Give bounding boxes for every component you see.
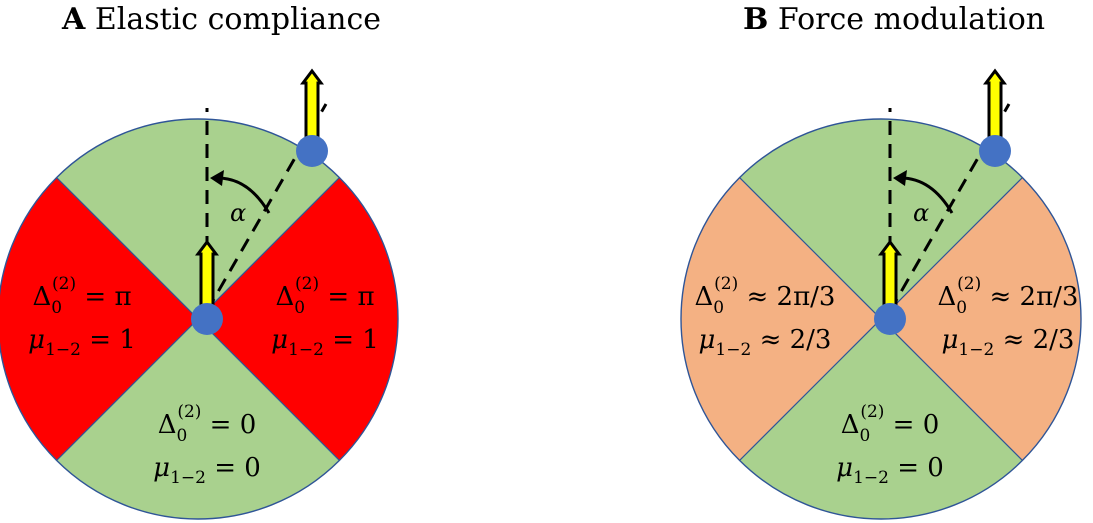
- bottom-label-a-mu-rel: = 0: [206, 453, 261, 483]
- panel-b-title: B Force modulation: [743, 2, 1045, 37]
- right-label-b-mu: μ1−2 ≈ 2/3: [942, 325, 1075, 360]
- panel-a-title: A Elastic compliance: [62, 2, 381, 37]
- panel-a-letter: A: [62, 2, 86, 37]
- bottom-label-b-mu-rel: = 0: [889, 453, 944, 483]
- outer-node-b: [979, 135, 1011, 167]
- panel-a-title-text: Elastic compliance: [94, 2, 382, 37]
- right-label-b-delta: Δ0(2) ≈ 2π/3: [938, 274, 1079, 318]
- center-force-arrow-a: [195, 239, 219, 309]
- wheel-outline-b: [680, 118, 1082, 520]
- panel-b-letter: B: [743, 2, 769, 37]
- right-label-b-mu-rel: ≈ 2/3: [994, 325, 1074, 355]
- bottom-label-a-mu: μ1−2 = 0: [153, 453, 261, 488]
- outer-force-arrow-b: [983, 68, 1007, 144]
- sector-left-a: [0, 177, 198, 461]
- bottom-label-b-delta: Δ0(2) = 0: [841, 402, 940, 446]
- center-force-arrow-b: [878, 239, 902, 309]
- angle-arrowhead-b: [893, 170, 907, 186]
- bottom-label-a-delta-rel: = 0: [201, 410, 256, 440]
- sector-right-a: [198, 177, 398, 461]
- sector-bottom-b: [739, 319, 1023, 519]
- right-label-a-mu-rel: = 1: [324, 325, 379, 355]
- left-label-b-mu: μ1−2 ≈ 2/3: [699, 325, 832, 360]
- sector-top-a: [56, 119, 340, 320]
- right-label-a-mu: μ1−2 = 1: [271, 325, 379, 360]
- sector-top-b: [739, 118, 1023, 319]
- left-label-b-delta: Δ0(2) ≈ 2π/3: [695, 274, 836, 318]
- bottom-label-b-mu: μ1−2 = 0: [836, 453, 944, 488]
- panel-b-wheel: α Δ0(2) ≈ 2π/3 μ1−2 ≈ 2/3 Δ0(2) ≈ 2π/3 μ1−2 …: [680, 68, 1082, 520]
- angle-label-b: α: [913, 199, 929, 227]
- left-label-a-delta: Δ0(2) = π: [32, 274, 131, 318]
- angle-arrowhead-a: [210, 170, 224, 186]
- right-label-a-delta-rel: = π: [319, 282, 374, 312]
- left-label-b-delta-rel: ≈ 2π/3: [738, 282, 835, 312]
- right-label-b-delta-rel: ≈ 2π/3: [981, 282, 1078, 312]
- panel-a-wheel: α Δ0(2) = π μ1−2 = 1 Δ0(2) = π μ1−2 = 1 Δ0(2)…: [0, 68, 399, 520]
- wheel-outline-a: [0, 118, 399, 520]
- sector-left-b: [680, 177, 881, 461]
- sector-right-b: [881, 177, 1081, 461]
- outer-node-a: [296, 135, 328, 167]
- center-node-a: [191, 303, 223, 335]
- bottom-label-a-delta: Δ0(2) = 0: [158, 402, 257, 446]
- left-label-a-mu-rel: = 1: [81, 325, 136, 355]
- left-label-a-delta-rel: = π: [76, 282, 131, 312]
- outer-force-arrow-a: [300, 68, 324, 144]
- sector-bottom-a: [56, 319, 340, 519]
- center-node-b: [874, 303, 906, 335]
- left-label-a-mu: μ1−2 = 1: [28, 325, 136, 360]
- left-label-b-mu-rel: ≈ 2/3: [751, 325, 831, 355]
- right-label-a-delta: Δ0(2) = π: [275, 274, 374, 318]
- bottom-label-b-delta-rel: = 0: [884, 410, 939, 440]
- panel-b-title-text: Force modulation: [777, 2, 1046, 37]
- angle-label-a: α: [230, 199, 246, 227]
